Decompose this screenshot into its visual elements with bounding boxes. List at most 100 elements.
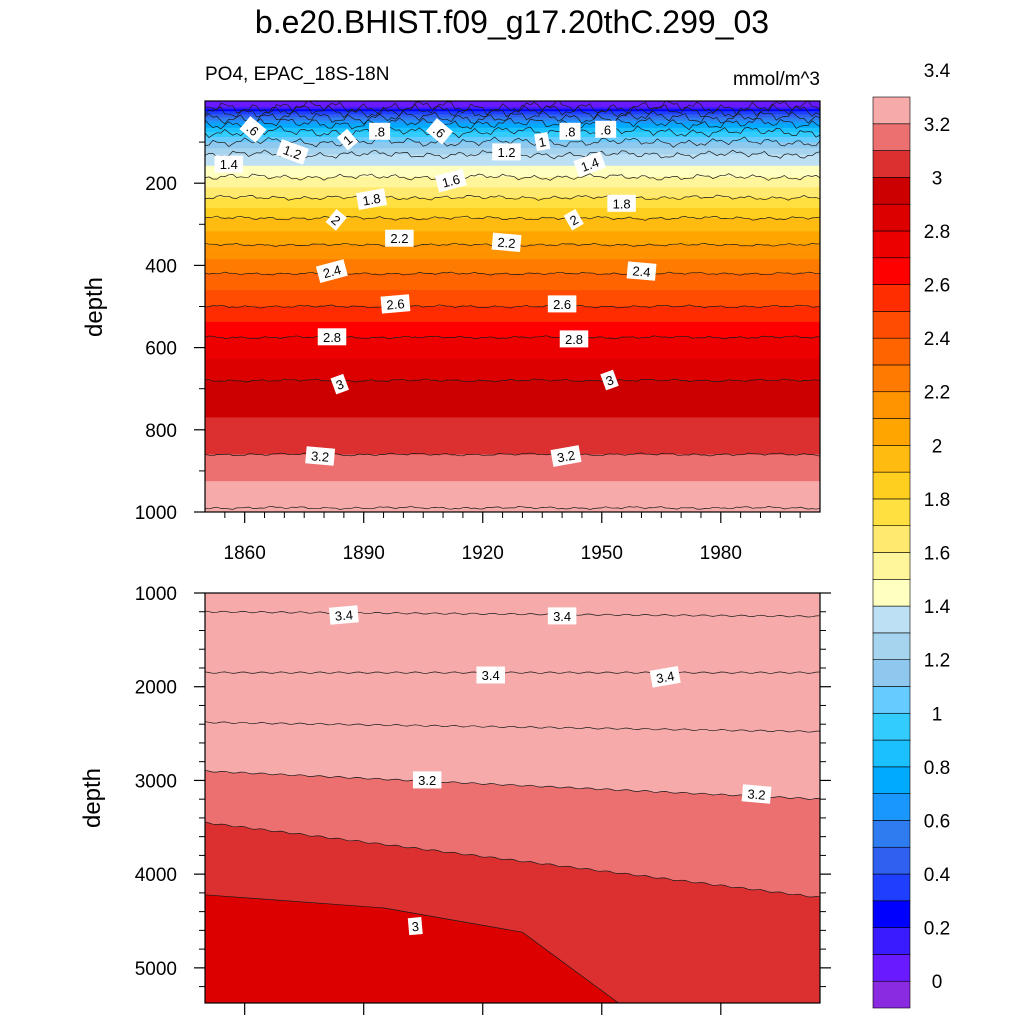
left-string: PO4, EPAC_18S-18N — [205, 64, 390, 85]
lower-band — [205, 671, 820, 733]
chart-title: b.e20.BHIST.f09_g17.20thC.299_03 — [254, 4, 770, 40]
colorbar-label: 2.2 — [924, 383, 950, 404]
upper-y-tick-label: 200 — [145, 174, 177, 195]
upper-contour-label: 2 — [563, 209, 584, 231]
upper-isoline — [205, 194, 820, 201]
upper-contour-label-text: 2.6 — [553, 297, 571, 312]
lower-y-tick-label: 2000 — [135, 678, 177, 699]
colorbar-box — [872, 230, 911, 259]
colorbar-box — [872, 418, 911, 446]
colorbar-box — [872, 578, 911, 607]
colorbar-label: 2 — [932, 436, 943, 457]
colorbar-box — [872, 284, 911, 312]
colorbar-box — [872, 900, 911, 928]
colorbar-box — [872, 150, 911, 178]
lower-y-tick-label: 5000 — [135, 959, 177, 980]
colorbar-box — [872, 337, 911, 366]
upper-contour-label-text: 2.4 — [632, 263, 651, 280]
upper-isoline — [205, 173, 820, 181]
upper-contour-label-text: 1.8 — [613, 196, 631, 211]
colorbar-box — [872, 712, 911, 741]
upper-contour-label: 2.8 — [559, 330, 589, 348]
upper-panel: .61.8.61.41.2 1.21.8.61.41.61.8 1.82 22.2 2.… — [135, 100, 821, 564]
upper-isoline — [205, 378, 820, 383]
lower-band — [205, 770, 820, 897]
upper-isoline — [205, 103, 820, 120]
upper-contour-label-text: 1.2 — [281, 142, 303, 162]
upper-contour-label: .6 — [595, 120, 617, 138]
upper-contour-label-text: 2.2 — [497, 235, 516, 252]
colorbar-label: 3.4 — [924, 61, 951, 82]
units-string: mmol/m^3 — [732, 69, 820, 90]
colorbar-box — [872, 364, 911, 393]
colorbar-label: 2.8 — [924, 222, 950, 243]
upper-contour-label-text: 1.6 — [440, 172, 461, 191]
upper-y-tick-label: 400 — [145, 256, 177, 277]
upper-ylabel: depth — [81, 277, 108, 337]
lower-contour-label-text: 3 — [411, 919, 420, 935]
upper-contour-label: .6 — [239, 116, 267, 143]
upper-x-tick-label: 1860 — [224, 543, 266, 564]
upper-contour-label-text: 1.4 — [220, 157, 238, 172]
upper-isoline — [205, 125, 820, 139]
upper-contour-label: 3 — [330, 373, 349, 395]
upper-contour-label-text: 3.2 — [556, 448, 576, 466]
upper-isoline — [205, 335, 820, 340]
colorbar-label: 0.6 — [924, 811, 950, 832]
colorbar-box — [872, 123, 911, 151]
lower-contour-label-text: 3.2 — [747, 786, 766, 803]
upper-isoline — [205, 304, 820, 309]
colorbar-box — [872, 659, 911, 687]
upper-x-tick-label: 1920 — [462, 543, 504, 564]
upper-contour-label: 1.2 — [492, 143, 521, 161]
upper-contour-label-text: .8 — [374, 124, 385, 139]
upper-contour-label: 1 — [336, 128, 359, 151]
upper-contour-label: 1.4 — [573, 151, 607, 178]
upper-contour-label-text: 3 — [604, 372, 616, 389]
lower-y-tick-label: 3000 — [135, 771, 177, 792]
upper-contour-label: .8 — [369, 122, 391, 140]
lower-band-deep — [205, 894, 619, 1003]
colorbar-box — [872, 632, 911, 660]
colorbar-box — [872, 471, 911, 500]
upper-y-tick-label: 600 — [145, 339, 177, 360]
upper-contour-label: 2.6 — [380, 294, 411, 314]
lower-isoline — [205, 821, 820, 898]
lower-band — [205, 593, 820, 618]
upper-contour-label: 1.6 — [434, 168, 467, 193]
lower-panel: 3.4 3.4 3.4 3.4 3.2 3.2 3 1000 2000 3000 4000 5000 — [135, 584, 831, 1015]
lower-contour-label: 3 — [407, 917, 423, 936]
colorbar-box — [872, 605, 911, 634]
upper-contour-label: 1.8 — [607, 194, 636, 212]
upper-x-tick-label: 1950 — [581, 543, 623, 564]
upper-y-tick-label: 1000 — [135, 503, 177, 524]
upper-contour-label: 2.2 — [385, 229, 414, 247]
lower-y-tick-label: 4000 — [135, 865, 177, 886]
colorbar-box — [872, 980, 911, 1009]
colorbar-label: 1 — [932, 704, 943, 725]
lower-isoline — [205, 610, 820, 618]
colorbar-box — [872, 525, 911, 553]
colorbar-label: 0.2 — [924, 919, 950, 940]
upper-contour-label-text: 1.8 — [361, 191, 381, 209]
lower-contour-label-text: 3.4 — [482, 668, 500, 683]
colorbar-label: 0.8 — [924, 758, 950, 779]
colorbar-box — [872, 257, 911, 285]
lower-contour-label: 3.2 — [412, 771, 442, 789]
colorbar-label: 0.4 — [924, 865, 951, 886]
upper-contour-label: 2.4 — [626, 261, 657, 281]
upper-contour-label-text: 1.2 — [497, 145, 515, 160]
colorbar-box — [872, 739, 911, 768]
lower-y-tick-label: 1000 — [135, 584, 177, 605]
colorbar-box — [872, 846, 911, 875]
upper-contour-label-text: 1 — [537, 134, 547, 150]
colorbar-box — [872, 793, 911, 821]
upper-contour-label: 1.2 — [276, 139, 309, 165]
colorbar-box — [872, 873, 911, 902]
lower-isoline — [205, 721, 820, 733]
lower-contour-label-text: 3.4 — [655, 668, 675, 686]
upper-contour-label-text: 2.8 — [565, 332, 583, 347]
colorbar-box — [872, 311, 911, 339]
colorbar-box — [872, 445, 911, 473]
